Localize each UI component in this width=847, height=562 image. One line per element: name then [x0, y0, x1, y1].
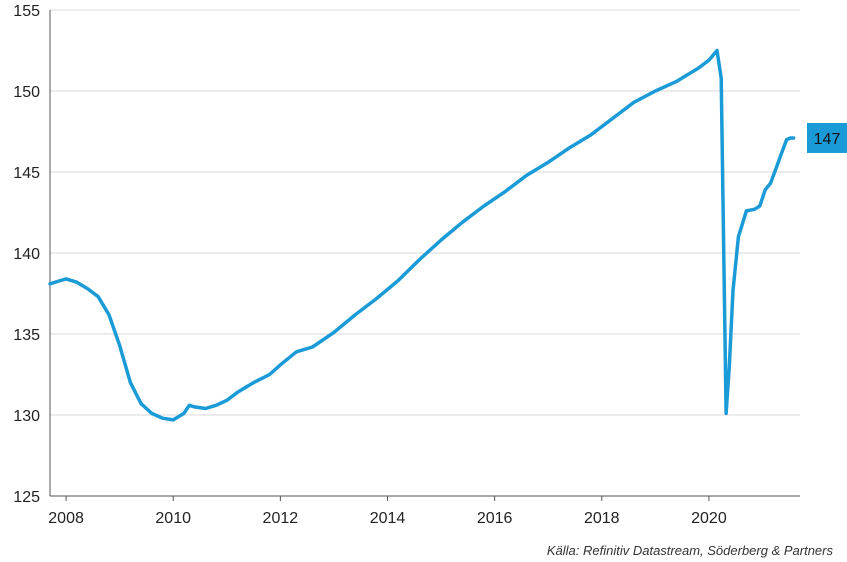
y-tick-labels: 125 130 135 140 145 150 155: [13, 3, 40, 506]
y-tick-label: 140: [13, 246, 40, 263]
x-tick-label: 2010: [155, 510, 191, 527]
y-tick-label: 135: [13, 327, 40, 344]
end-value-label: 147: [807, 122, 847, 153]
y-tick-label: 145: [13, 165, 40, 182]
source-note: Källa: Refinitiv Datastream, Söderberg &…: [546, 543, 833, 558]
x-tick-label: 2008: [48, 510, 84, 527]
y-tick-label: 155: [13, 3, 40, 20]
x-tick-label: 2012: [263, 510, 299, 527]
series-lines: [48, 48, 796, 422]
y-tick-label: 150: [13, 84, 40, 101]
series-line: [48, 48, 796, 422]
y-tick-label: 125: [13, 489, 40, 506]
axes: [49, 10, 800, 501]
x-tick-label: 2014: [370, 510, 406, 527]
gridlines: [50, 9, 800, 416]
y-tick-label: 130: [13, 408, 40, 425]
end-value-label-box: [807, 122, 847, 153]
x-tick-labels: 2008 2010 2012 2014 2016 2018 2020: [48, 510, 727, 527]
x-tick-label: 2018: [584, 510, 620, 527]
x-tick-label: 2016: [477, 510, 513, 527]
x-tick-label: 2020: [691, 510, 727, 527]
end-value-label-text: 147: [814, 131, 841, 148]
